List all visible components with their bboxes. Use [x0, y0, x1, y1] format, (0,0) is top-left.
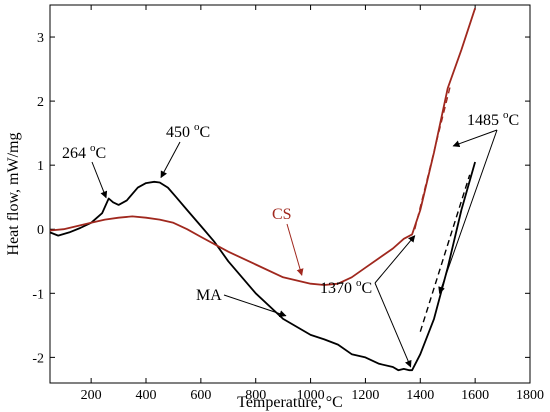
y-tick-label: 0	[37, 223, 44, 238]
anno-1370-label: 1370 oC	[320, 277, 372, 297]
annotation-arrow	[160, 141, 181, 179]
anno-cs-label: CS	[272, 206, 292, 223]
plot-frame	[49, 4, 531, 384]
x-tick-label: 1000	[297, 388, 325, 403]
annotation-arrow	[374, 282, 412, 368]
anno-ma-label: MA	[196, 287, 222, 304]
anno-264-label: 264 oC	[62, 142, 106, 162]
y-axis-title: Heat flow, mW/mg	[5, 133, 22, 256]
annotation-arrow	[286, 223, 304, 276]
annotation-arrow	[452, 129, 498, 148]
y-tick-label: 1	[37, 159, 44, 174]
y-tick-label: -1	[32, 287, 44, 302]
y-tick-label: -2	[32, 351, 44, 366]
x-tick-label: 1200	[351, 388, 379, 403]
x-tick-label: 1400	[406, 388, 434, 403]
series-layer	[49, 7, 476, 372]
x-tick-label: 400	[136, 388, 157, 403]
extrapolation-line-2	[419, 174, 471, 332]
annotation-arrow	[374, 235, 416, 284]
series-line-cs	[49, 7, 476, 286]
annotation-arrow	[91, 161, 108, 199]
anno-1485-label: 1485 oC	[467, 109, 519, 129]
y-tick-label: 3	[37, 31, 44, 46]
x-axis-title: Temperature, °C	[237, 394, 343, 411]
x-tick-label: 1800	[516, 388, 544, 403]
annotation-arrow	[438, 129, 498, 294]
annotation-layer: 264 oC 450 oC 1485 oC 1370 oC MA CS	[62, 109, 519, 368]
x-tick-label: 600	[190, 388, 211, 403]
series-line-ma	[49, 161, 476, 372]
axis-ticks: 200 400 600 800 1000 1200 1400 1600 1800 -2 -1 0 1 2 3	[32, 5, 544, 403]
x-tick-label: 800	[245, 388, 266, 403]
anno-450-label: 450 oC	[166, 121, 210, 141]
x-tick-label: 1600	[461, 388, 489, 403]
y-tick-label: 2	[37, 95, 44, 110]
x-tick-label: 200	[81, 388, 102, 403]
annotation-arrow	[223, 294, 287, 318]
